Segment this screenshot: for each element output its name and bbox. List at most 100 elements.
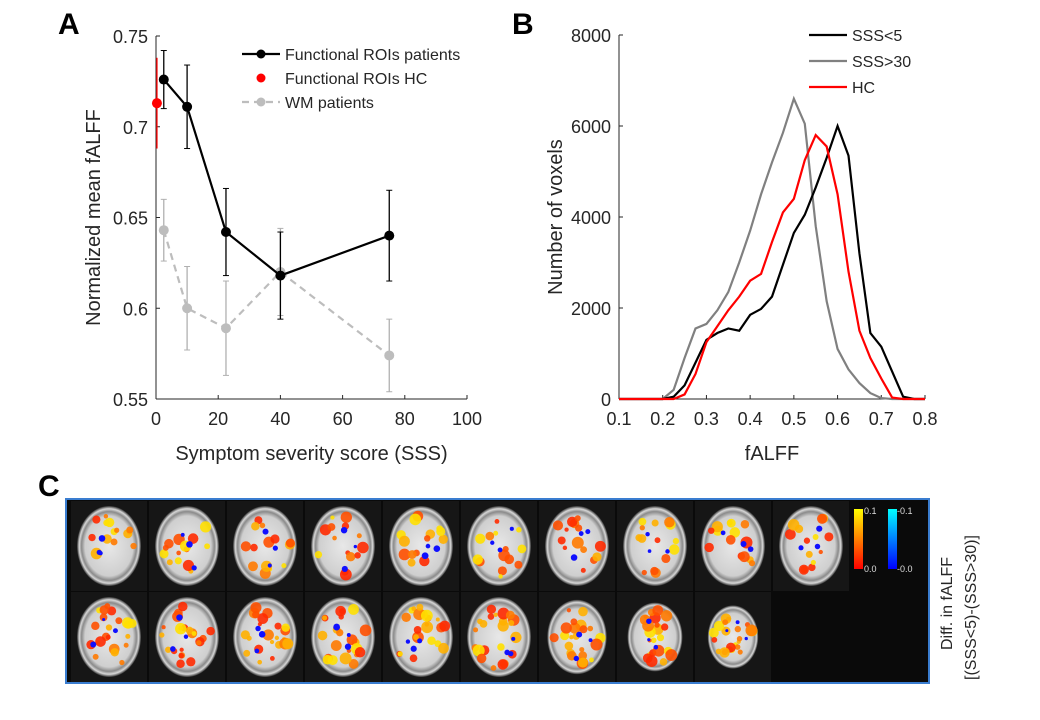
activation-blob: [354, 647, 366, 658]
data-point: [275, 270, 286, 281]
activation-blob: [114, 527, 120, 533]
activation-blob: [651, 519, 659, 527]
activation-blob: [637, 534, 647, 543]
activation-blob: [656, 634, 665, 642]
side-label-line1: Diff. in fALFF: [939, 557, 956, 650]
series-line-hc: [619, 133, 925, 401]
activation-blob: [240, 630, 250, 640]
negative-blob: [665, 549, 670, 554]
activation-blob: [642, 653, 653, 663]
activation-blob: [808, 563, 816, 572]
negative-blob: [511, 636, 516, 641]
activation-blob: [413, 626, 422, 634]
data-point: [182, 101, 193, 112]
legend-label: WM patients: [285, 95, 374, 112]
negative-blob: [720, 530, 726, 536]
activation-blob: [259, 522, 266, 529]
activation-blob: [123, 642, 129, 648]
activation-blob: [502, 546, 509, 553]
negative-blob: [725, 629, 729, 633]
activation-blob: [161, 625, 166, 630]
negative-blob: [405, 639, 411, 644]
activation-blob: [92, 515, 101, 524]
y-tick-label: 0.75: [113, 27, 148, 47]
activation-blob: [262, 629, 274, 641]
activation-blob: [252, 611, 260, 619]
x-tick-label: 0.7: [869, 409, 894, 429]
negative-blob: [421, 552, 429, 560]
legend-label: HC: [852, 80, 875, 97]
colorbar-tick-label: 0.0: [864, 564, 877, 574]
side-label-line2: [(SSS<5)-(SSS>30)]: [963, 535, 980, 680]
data-point: [158, 225, 169, 236]
activation-blob: [421, 621, 434, 634]
activation-blob: [191, 631, 197, 636]
activation-blob: [338, 614, 344, 620]
activation-blob: [713, 620, 725, 632]
activation-blob: [798, 564, 809, 575]
activation-blob: [356, 533, 362, 539]
negative-blob: [102, 617, 106, 621]
activation-blob: [398, 535, 410, 547]
negative-blob: [410, 645, 417, 652]
activation-blob: [485, 531, 495, 541]
activation-blob: [552, 520, 564, 531]
activation-blob: [505, 610, 515, 620]
activation-blob: [737, 649, 743, 655]
data-point: [384, 230, 395, 241]
activation-blob: [159, 632, 165, 638]
activation-blob: [641, 569, 647, 576]
x-tick-label: 0.5: [781, 409, 806, 429]
activation-blob: [734, 625, 741, 633]
activation-blob: [498, 549, 510, 562]
negative-blob: [170, 646, 176, 652]
y-tick-label: 0.6: [123, 299, 148, 319]
activation-blob: [175, 623, 187, 635]
activation-blob: [516, 527, 522, 533]
x-axis-label: Symptom severity score (SSS): [175, 443, 447, 465]
activation-blob: [580, 546, 588, 554]
activation-blob: [435, 617, 440, 622]
negative-blob: [254, 648, 260, 654]
y-tick-label: 0.7: [123, 118, 148, 138]
negative-blob: [333, 623, 341, 631]
activation-blob: [407, 550, 417, 559]
negative-blob: [425, 543, 431, 549]
panel-label-a: A: [58, 8, 80, 41]
negative-blob: [646, 618, 652, 624]
activation-blob: [476, 653, 487, 664]
activation-blob: [652, 605, 664, 616]
activation-blob: [174, 557, 182, 565]
activation-blob: [407, 558, 416, 567]
negative-blob: [647, 549, 652, 553]
activation-blob: [178, 601, 188, 612]
x-tick-label: 60: [333, 409, 353, 429]
activation-blob: [99, 613, 108, 622]
activation-blob: [580, 567, 586, 573]
negative-blob: [747, 546, 754, 552]
panel-label-b: B: [512, 8, 534, 41]
activation-blob: [562, 545, 568, 551]
activation-blob: [357, 541, 369, 554]
negative-blob: [497, 547, 503, 553]
activation-blob: [664, 517, 675, 528]
activation-blob: [332, 535, 337, 541]
activation-blob: [704, 542, 714, 553]
activation-blob: [817, 513, 828, 524]
y-tick-label: 0: [601, 390, 611, 410]
x-tick-label: 0.2: [650, 409, 675, 429]
negative-blob: [341, 565, 348, 573]
activation-blob: [578, 651, 588, 660]
activation-blob: [579, 647, 585, 653]
activation-blob: [810, 559, 816, 565]
activation-blob: [348, 603, 359, 615]
x-tick-label: 40: [270, 409, 290, 429]
colorbar-tick-label: -0.1: [897, 506, 913, 516]
y-tick-label: 4000: [571, 208, 611, 228]
activation-blob: [592, 552, 602, 562]
x-tick-label: 0.8: [912, 409, 937, 429]
negative-blob: [262, 528, 269, 535]
legend-label: Functional ROIs patients: [285, 47, 460, 64]
activation-blob: [354, 552, 361, 559]
negative-blob: [340, 526, 348, 534]
